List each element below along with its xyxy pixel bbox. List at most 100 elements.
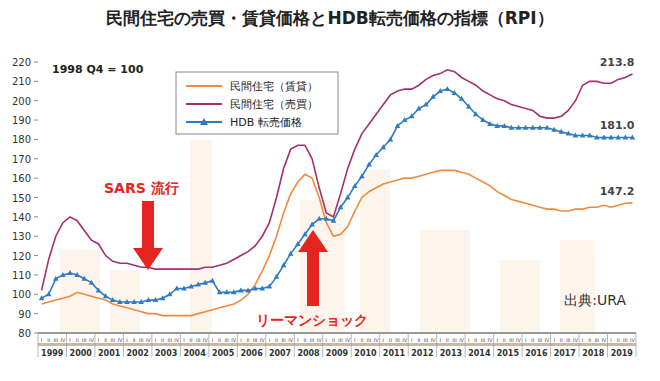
x-tick-label: III <box>623 337 627 343</box>
point-marker <box>117 299 123 304</box>
annotation-arrow <box>298 230 328 306</box>
point-marker <box>480 117 486 122</box>
y-tick <box>34 313 38 314</box>
year-separator <box>322 333 323 357</box>
point-marker <box>103 293 109 298</box>
x-tick-label: I <box>212 337 213 343</box>
year-label: 1999 <box>41 349 64 358</box>
point-marker <box>537 125 543 130</box>
x-tick-label: IV <box>488 337 493 343</box>
building <box>500 260 540 333</box>
point-marker <box>409 113 415 118</box>
y-tick <box>34 333 38 334</box>
x-tick-label: II <box>76 337 79 343</box>
year-separator <box>351 333 352 357</box>
x-tick-label: II <box>588 337 591 343</box>
point-marker <box>366 162 372 167</box>
year-label: 2013 <box>440 349 462 358</box>
x-tick-label: II <box>133 337 136 343</box>
x-tick-label: IV <box>174 337 179 343</box>
point-marker <box>81 276 87 281</box>
point-marker <box>202 280 208 285</box>
y-tick <box>34 274 38 275</box>
x-tick-label: III <box>481 337 485 343</box>
x-tick-label: IV <box>459 337 464 343</box>
y-tick-label: 130 <box>12 231 31 242</box>
point-marker <box>46 291 52 296</box>
year-separator <box>465 333 466 357</box>
point-marker <box>580 133 586 138</box>
point-marker <box>74 272 80 277</box>
x-tick-label: II <box>218 337 221 343</box>
year-label: 2007 <box>269 349 291 358</box>
x-tick-label: IV <box>630 337 635 343</box>
end-label: 213.8 <box>600 56 635 69</box>
x-tick-label: III <box>367 337 371 343</box>
point-marker <box>338 204 344 209</box>
x-tick-label: I <box>126 337 127 343</box>
year-separator <box>151 333 152 357</box>
end-label: 147.2 <box>600 185 635 198</box>
year-separator <box>607 333 608 357</box>
year-label: 2018 <box>582 349 605 358</box>
y-tick <box>34 178 38 179</box>
chart: 民間住宅の売買・賃貸価格とHDB転売価格の指標（RPI）809010011012… <box>0 0 660 381</box>
year-label: 2016 <box>525 349 548 358</box>
point-marker <box>210 278 216 283</box>
point-marker <box>60 272 66 277</box>
annotation-text: リーマンショック <box>256 312 368 328</box>
x-tick-label: II <box>503 337 506 343</box>
point-marker <box>259 285 265 290</box>
building <box>190 140 212 333</box>
x-tick-label: IV <box>231 337 236 343</box>
annotation: リーマンショック <box>256 230 368 328</box>
point-marker <box>523 125 529 130</box>
point-marker <box>594 134 600 139</box>
point-marker <box>395 123 401 128</box>
x-tick-label: I <box>496 337 497 343</box>
x-tick-label: II <box>389 337 392 343</box>
point-marker <box>146 297 152 302</box>
point-marker <box>516 125 522 130</box>
year-separator <box>66 333 67 357</box>
point-marker <box>630 134 636 139</box>
x-tick-label: II <box>275 337 278 343</box>
x-tick-label: I <box>183 337 184 343</box>
point-marker <box>452 90 458 95</box>
x-tick-label: III <box>452 337 456 343</box>
y-tick <box>34 294 38 295</box>
x-tick-label: IV <box>345 337 350 343</box>
point-marker <box>473 111 479 116</box>
point-marker <box>245 287 251 292</box>
point-marker <box>380 144 386 149</box>
x-tick-label: I <box>297 337 298 343</box>
point-marker <box>445 86 451 91</box>
legend-label: 民間住宅（売買） <box>230 98 318 111</box>
year-label: 2005 <box>212 349 235 358</box>
point-marker <box>252 285 258 290</box>
x-axis-band <box>38 343 636 346</box>
year-separator <box>636 333 637 357</box>
point-marker <box>316 216 322 221</box>
x-tick-label: IV <box>317 337 322 343</box>
y-tick <box>34 236 38 237</box>
point-marker <box>188 284 194 289</box>
x-tick-label: II <box>303 337 306 343</box>
point-marker <box>345 195 351 200</box>
y-tick-label: 180 <box>12 134 31 145</box>
x-tick-label: II <box>104 337 107 343</box>
x-tick-label: I <box>525 337 526 343</box>
year-separator <box>522 333 523 357</box>
year-label: 2006 <box>240 349 263 358</box>
point-marker <box>544 125 550 130</box>
base-note: 1998 Q4 = 100 <box>52 63 144 76</box>
y-tick <box>34 81 38 82</box>
point-marker <box>437 88 443 93</box>
x-tick-label: IV <box>146 337 151 343</box>
point-marker <box>53 276 59 281</box>
x-tick-label: IV <box>89 337 94 343</box>
point-marker <box>288 251 294 256</box>
x-tick-label: I <box>69 337 70 343</box>
x-tick-label: III <box>595 337 599 343</box>
y-tick-label: 190 <box>12 115 31 126</box>
